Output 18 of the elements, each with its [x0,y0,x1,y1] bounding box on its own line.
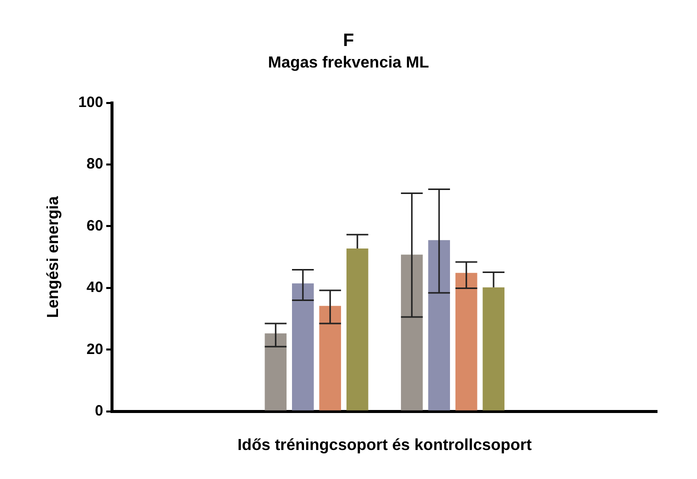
bar [455,272,478,410]
y-tick-label: 0 [94,402,104,420]
bar [400,254,423,410]
x-axis-title: Idős tréningcsoport és kontrollcsoport [237,436,532,454]
chart-title: F [343,30,354,50]
y-tick-label: 40 [86,279,104,296]
bar [428,240,450,410]
bar [346,248,368,410]
bar [482,287,504,410]
bar [292,283,314,410]
chart-subtitle: Magas frekvencia ML [268,54,430,72]
y-tick-label: 20 [86,340,104,358]
y-tick-label: 100 [78,94,104,111]
y-axis-title: Lengési energia [45,196,62,318]
bar [264,333,287,410]
bar [319,306,342,410]
y-tick-label: 80 [86,156,104,173]
y-tick-label: 60 [86,217,104,234]
